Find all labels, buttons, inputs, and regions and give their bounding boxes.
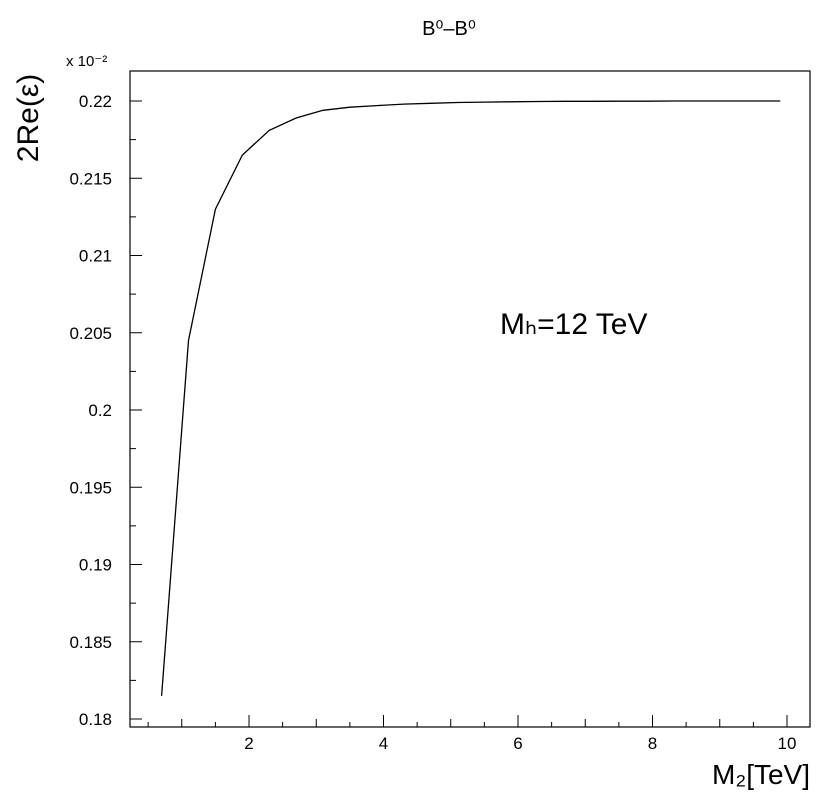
- annotation-label: Mₕ=12 TeV: [500, 308, 648, 341]
- x-tick-label: 4: [379, 734, 388, 753]
- y-axis-title: 2Re(ε): [12, 74, 45, 162]
- y-tick-label: 0.205: [69, 324, 112, 343]
- x-tick-label: 6: [513, 734, 522, 753]
- x-tick-label: 8: [648, 734, 657, 753]
- y-tick-label: 0.185: [69, 633, 112, 652]
- y-tick-label: 0.18: [79, 710, 112, 729]
- plot-frame: [129, 70, 811, 728]
- y-tick-label: 0.195: [69, 478, 112, 497]
- chart-title: B⁰–B⁰: [422, 18, 476, 40]
- y-axis-multiplier: x 10⁻²: [66, 53, 107, 70]
- series-layer: [160, 100, 781, 696]
- y-tick-label: 0.22: [79, 92, 112, 111]
- x-axis-title: M₂[TeV]: [712, 759, 810, 790]
- y-axis: 0.18 0.185 0.19 0.195 0.2 0.205 0.21 0.215 0.22: [69, 92, 142, 729]
- y-tick-label: 0.2: [88, 401, 112, 420]
- y-tick-label: 0.21: [79, 247, 112, 266]
- x-tick-label: 2: [244, 734, 253, 753]
- y-tick-label: 0.19: [79, 556, 112, 575]
- x-axis: 2 4 6 8 10: [147, 715, 797, 753]
- series-line: [160, 100, 781, 696]
- x-tick-label: 10: [778, 734, 797, 753]
- y-tick-label: 0.215: [69, 169, 112, 188]
